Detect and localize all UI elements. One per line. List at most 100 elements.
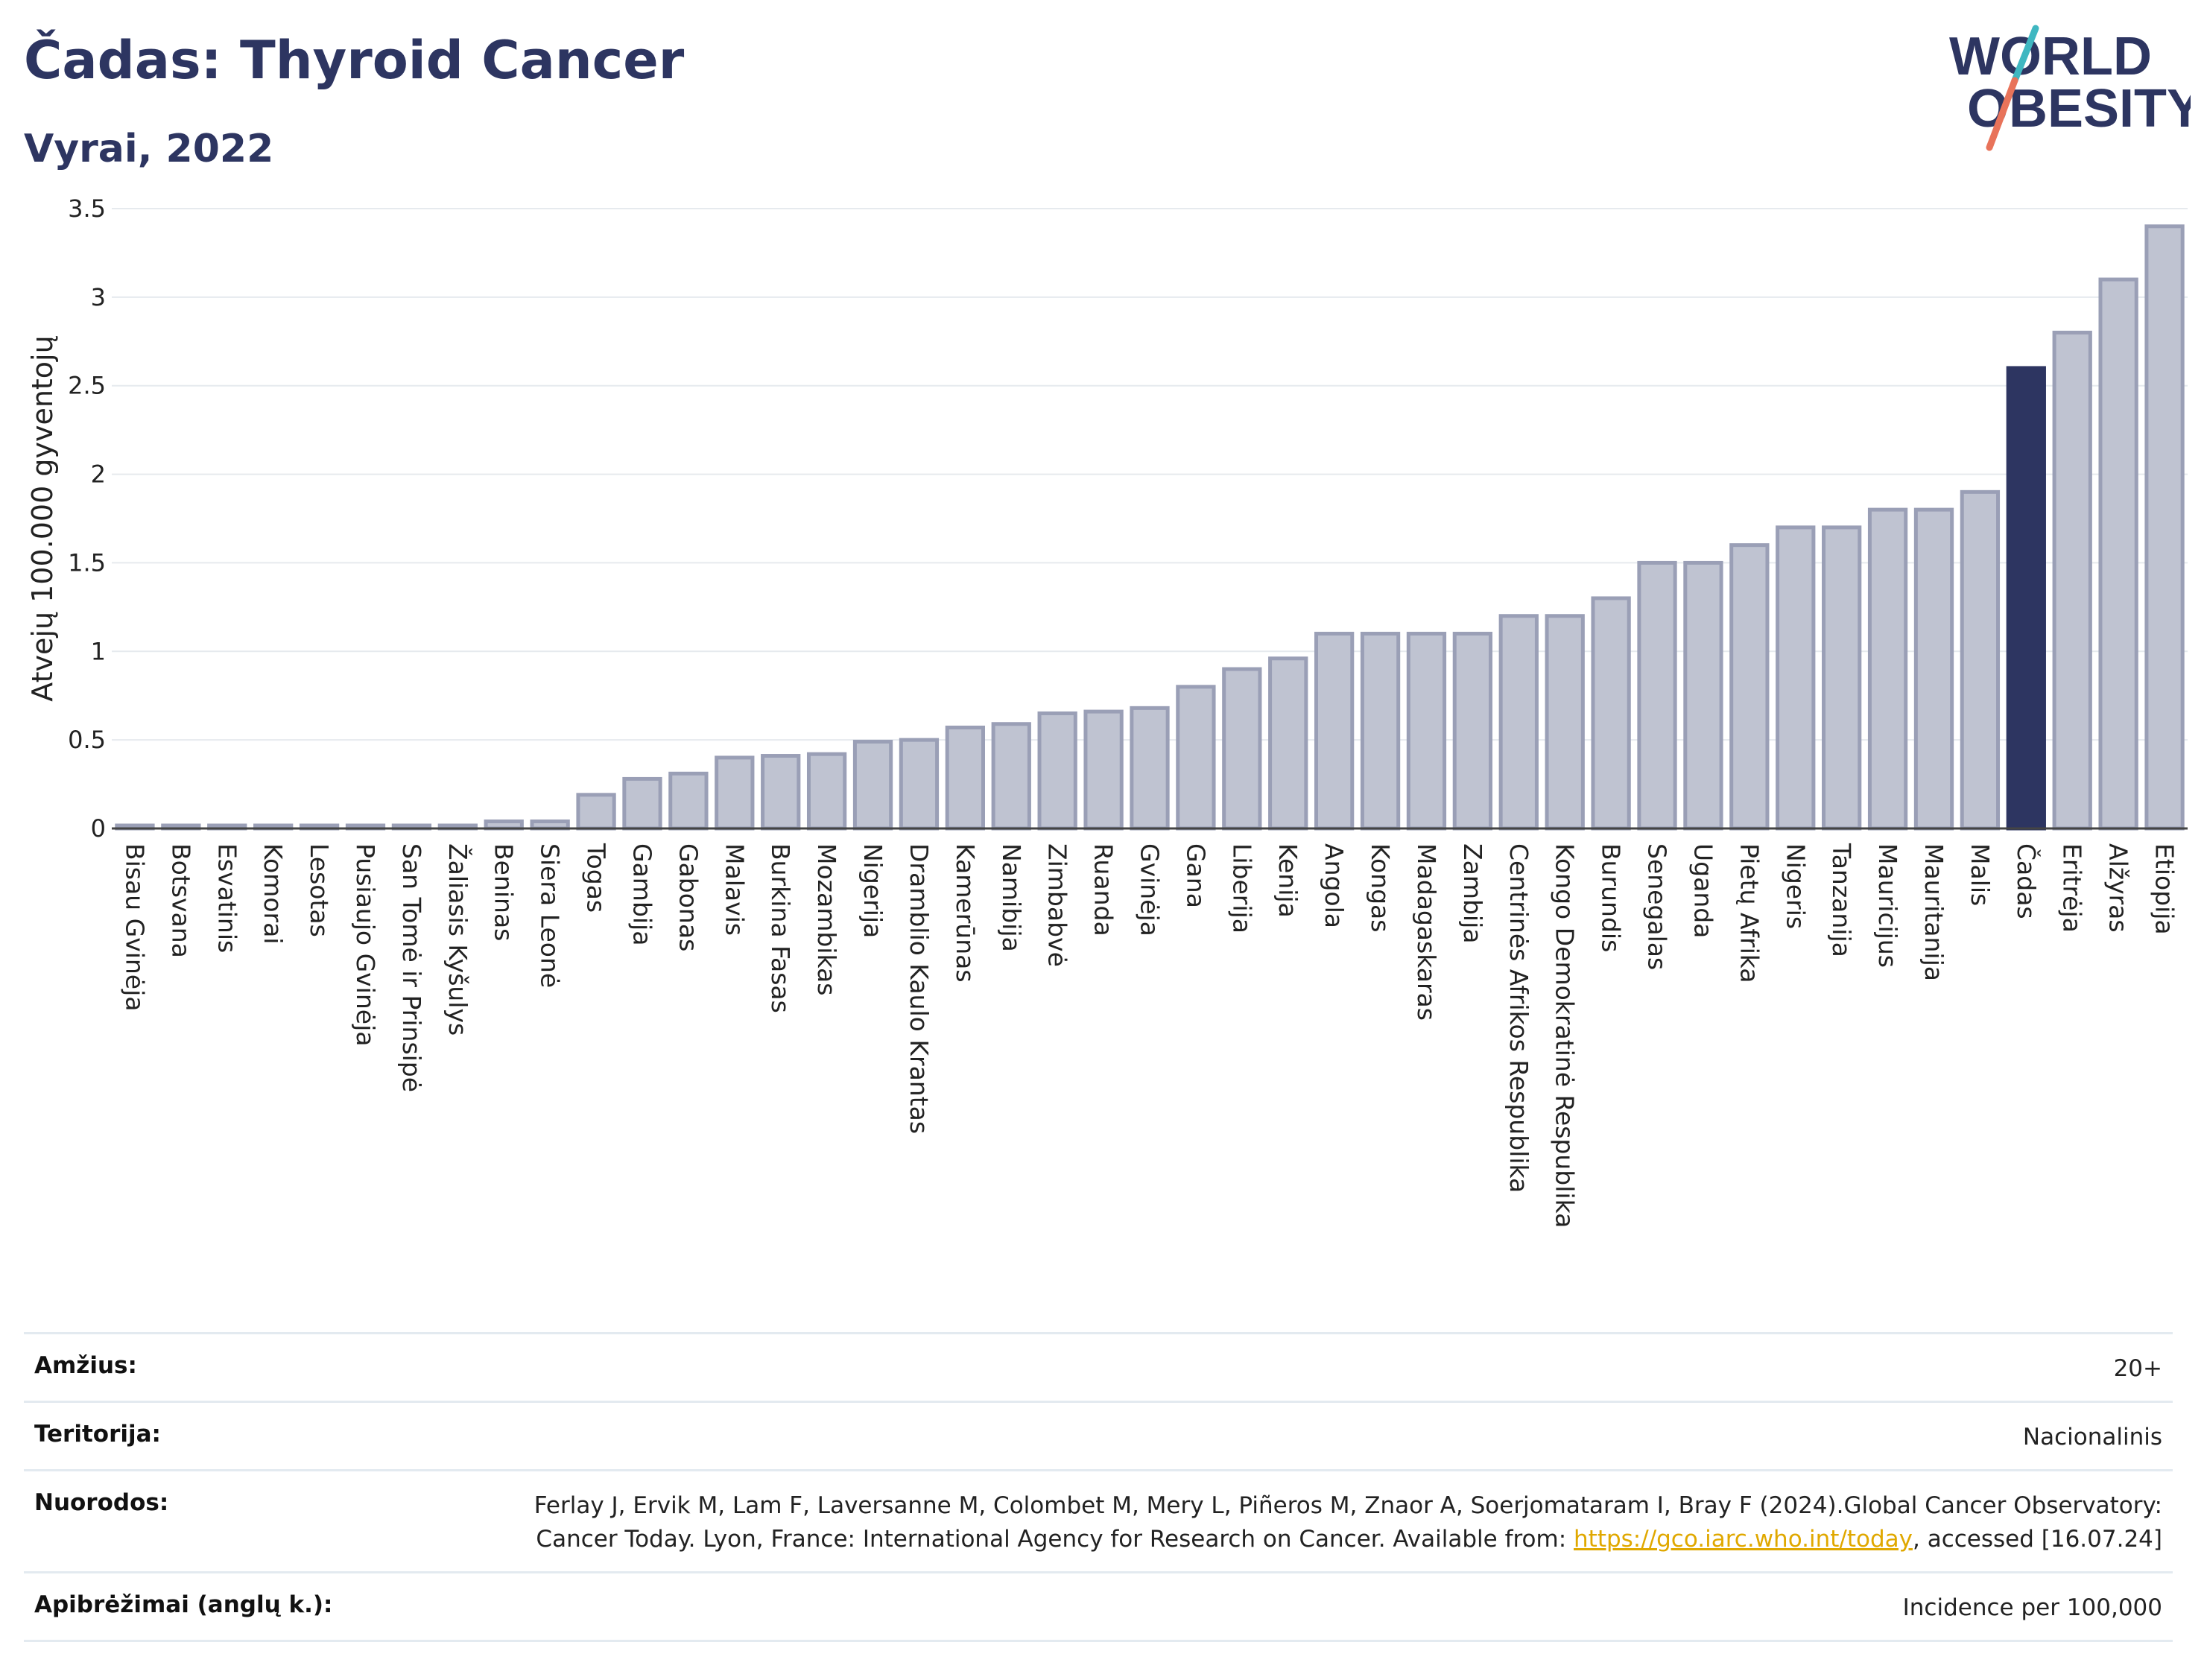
x-tick-label: Burundis — [1597, 843, 1626, 952]
x-tick-label: Namibija — [997, 843, 1026, 952]
bar — [806, 752, 847, 831]
x-tick-label: Nigeris — [1781, 843, 1810, 929]
bar — [1683, 560, 1723, 831]
y-tick-label: 2 — [91, 460, 106, 489]
x-tick-label: Angola — [1320, 843, 1349, 928]
x-tick-label: Mauricijus — [1873, 843, 1902, 968]
x-tick-label: Esvatinis — [212, 843, 241, 953]
age-value: 20+ — [2113, 1355, 2162, 1382]
bar — [668, 771, 709, 831]
x-tick-label: Kongas — [1366, 843, 1395, 932]
bar — [1037, 711, 1077, 831]
x-tick-label: Gana — [1181, 843, 1210, 908]
x-tick-label: Dramblio Kaulo Krantas — [905, 843, 934, 1134]
references-text: Ferlay J, Ervik M, Lam F, Laversanne M, … — [533, 1492, 2162, 1553]
x-tick-label: San Tomė ir Prinsipė — [397, 843, 426, 1092]
x-tick-label: Zambija — [1458, 843, 1487, 943]
meta-row-territory: Teritorija: Nacionalinis — [24, 1400, 2173, 1469]
references-label: Nuorodos: — [34, 1489, 169, 1516]
bar — [1406, 632, 1447, 831]
x-tick-label: Bisau Gvinėja — [120, 843, 149, 1012]
x-tick-label: Uganda — [1688, 843, 1717, 938]
bar — [1360, 632, 1401, 831]
logo-line-world: WORLD — [1949, 27, 2152, 86]
bar — [1776, 525, 1816, 831]
metadata-table: Amžius: 20+ Teritorija: Nacionalinis Nuo… — [24, 1332, 2173, 1642]
y-tick-label: 2.5 — [68, 372, 106, 400]
bar — [2006, 366, 2046, 831]
bar — [1498, 614, 1539, 831]
logo-slash-top — [2011, 25, 2039, 84]
y-tick-label: 3 — [91, 283, 106, 311]
bar — [1083, 709, 1124, 831]
x-tick-label: Čadas — [2012, 843, 2042, 919]
bar — [1637, 560, 1677, 831]
x-tick-label: Kamerūnas — [951, 843, 980, 983]
x-tick-label: Lesotas — [305, 843, 334, 937]
meta-row-references: Nuorodos: Ferlay J, Ervik M, Lam F, Lave… — [24, 1468, 2173, 1571]
references-link[interactable]: https://gco.iarc.who.int/today — [1574, 1525, 1913, 1553]
chart-title: Čadas: Thyroid Cancer — [24, 30, 685, 91]
x-tick-label: Malis — [1966, 843, 1995, 906]
x-tick-label: Beninas — [490, 843, 519, 941]
bar — [1960, 489, 2001, 831]
x-tick-label: Nigerija — [858, 843, 887, 938]
y-tick-label: 1.5 — [68, 548, 106, 577]
bar — [1268, 656, 1308, 831]
meta-row-definitions: Apibrėžimai (anglų k.): Incidence per 10… — [24, 1570, 2173, 1642]
x-tick-label: Gambija — [627, 843, 656, 945]
x-tick-label: Gvinėja — [1136, 843, 1165, 936]
bar — [1591, 596, 1631, 831]
x-tick-label: Burkina Fasas — [766, 843, 795, 1013]
bar — [1130, 706, 1170, 831]
bar — [576, 793, 616, 831]
x-tick-label: Žaliasis Kyšulys — [443, 843, 473, 1036]
x-tick-label: Ruanda — [1089, 843, 1118, 936]
meta-row-age: Amžius: 20+ — [24, 1332, 2173, 1401]
x-tick-label: Liberija — [1227, 843, 1256, 933]
bar — [899, 738, 940, 831]
x-tick-label: Kongo Demokratinė Respublika — [1551, 843, 1580, 1228]
bar — [1913, 507, 1954, 831]
bar — [1867, 507, 1908, 831]
territory-value: Nacionalinis — [2022, 1423, 2162, 1451]
y-tick-label: 0.5 — [68, 726, 106, 754]
bar — [1452, 632, 1493, 831]
bar-chart: 0 0.5 1 1.5 2 2.5 3 3.5 Atvejų 100.000 gyventojų… — [26, 194, 2188, 1228]
x-tick-label: Kenija — [1273, 843, 1302, 918]
y-tick-label: 1 — [91, 637, 106, 665]
bar — [1176, 685, 1216, 831]
bar — [715, 755, 755, 831]
references-value: Ferlay J, Ervik M, Lam F, Laversanne M, … — [449, 1489, 2162, 1556]
x-tick-label: Etiopija — [2150, 843, 2179, 935]
y-tick-label: 3.5 — [68, 194, 106, 223]
x-tick-label: Madagaskaras — [1412, 843, 1441, 1021]
x-tick-label: Centrinės Afrikos Respublika — [1504, 843, 1533, 1193]
x-tick-label: Pusiaujo Gvinėja — [351, 843, 380, 1046]
x-tick-label: Tanzanija — [1827, 843, 1856, 957]
bar — [945, 726, 986, 831]
x-tick-label: Zimbabvė — [1043, 843, 1072, 967]
definitions-label: Apibrėžimai (anglų k.): — [34, 1591, 333, 1618]
bar — [1545, 614, 1585, 831]
x-tick-label: Mauritanija — [1919, 843, 1948, 981]
bar — [1822, 525, 1862, 831]
bar — [2098, 277, 2138, 831]
bar — [1222, 667, 1262, 831]
bar — [2052, 330, 2092, 831]
y-axis-title: Atvejų 100.000 gyventojų — [26, 335, 59, 701]
bar — [1729, 543, 1770, 831]
x-tick-label: Komorai — [259, 843, 288, 944]
bar — [761, 754, 801, 831]
x-tick-label: Eritrėja — [2058, 843, 2087, 933]
world-obesity-logo: WORLD OBESITY — [1949, 25, 2191, 151]
bar — [1314, 632, 1355, 831]
logo-slash-bottom — [1986, 77, 2018, 151]
bar — [991, 722, 1031, 831]
bar — [2144, 224, 2185, 831]
chart-subtitle: Vyrai, 2022 — [24, 127, 274, 171]
x-tick-label: Gabonas — [674, 843, 703, 951]
x-tick-label: Malavis — [720, 843, 749, 936]
territory-label: Teritorija: — [34, 1420, 161, 1448]
bar — [622, 776, 662, 831]
